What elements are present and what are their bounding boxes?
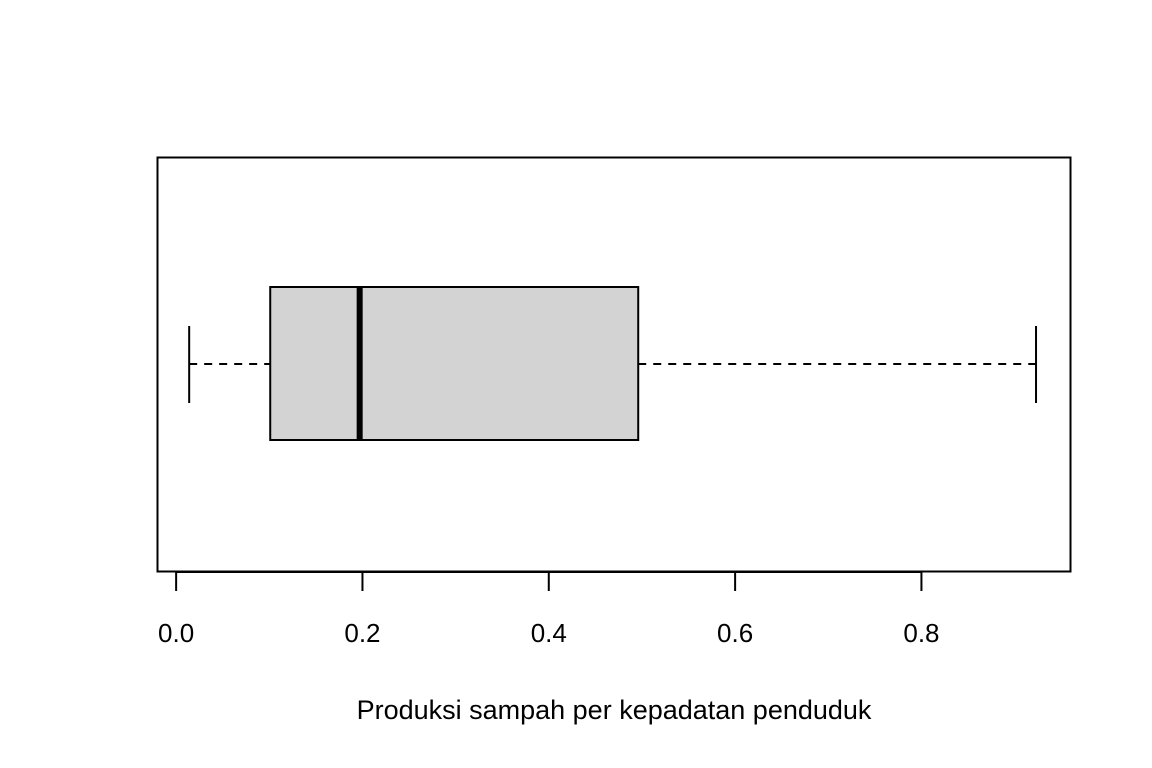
x-tick-label-0: 0.0 xyxy=(158,618,194,648)
x-tick-label-3: 0.6 xyxy=(717,618,753,648)
boxplot-series xyxy=(188,286,1038,441)
x-tick-label-2: 0.4 xyxy=(531,618,567,648)
x-tick-label-4: 0.8 xyxy=(903,618,939,648)
interquartile-box xyxy=(269,286,640,441)
x-axis: 0.0 0.2 0.4 0.6 0.8 xyxy=(158,571,940,648)
x-tick-label-1: 0.2 xyxy=(344,618,380,648)
x-axis-label: Produksi sampah per kepadatan penduduk xyxy=(357,695,872,725)
